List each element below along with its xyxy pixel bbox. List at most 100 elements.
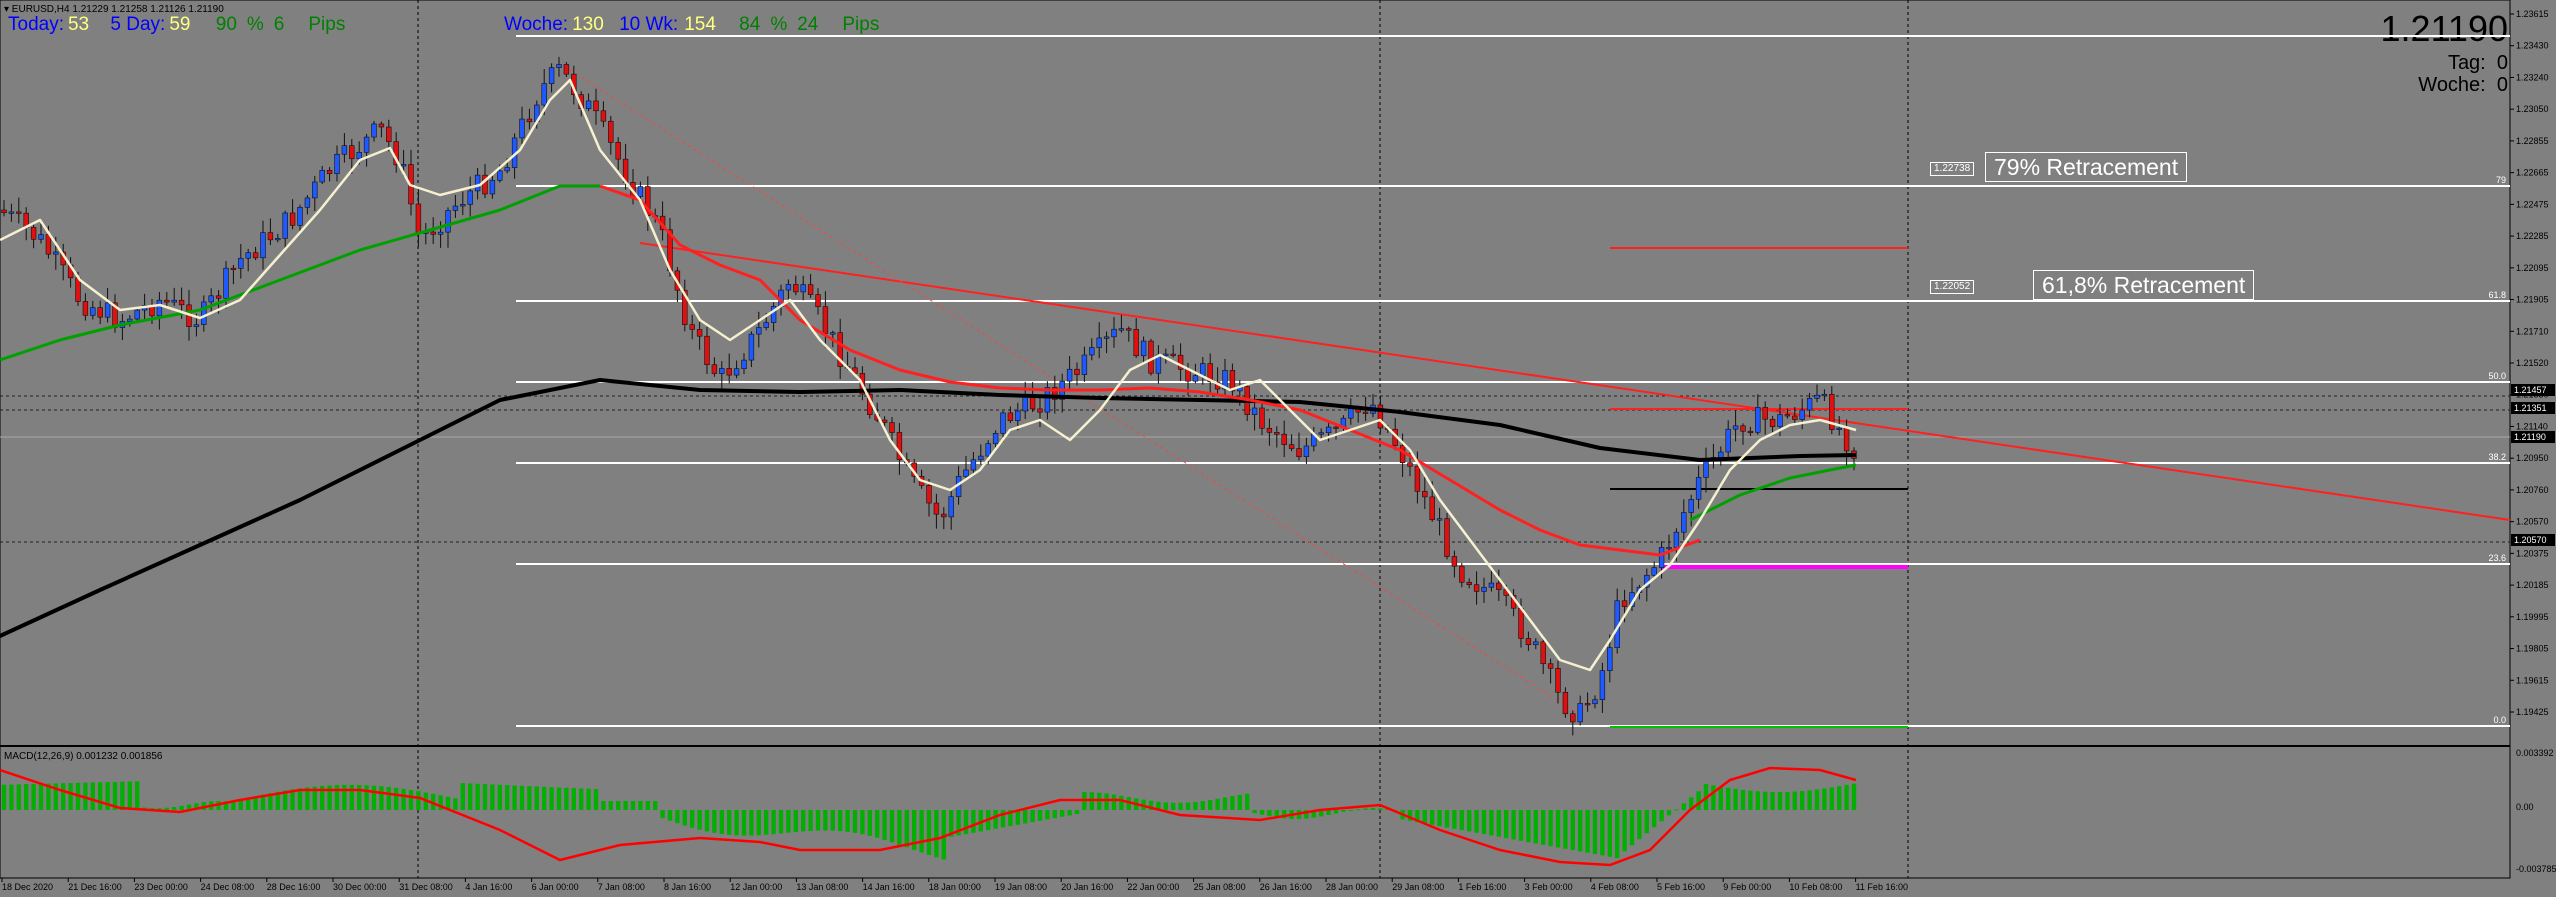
candle-body <box>963 469 969 477</box>
price-tick-label: 1.21710 <box>2516 326 2549 336</box>
fib-level-label: 23.6 <box>2488 553 2506 563</box>
candle-body <box>556 64 562 68</box>
price-tick-label: 1.20950 <box>2516 453 2549 463</box>
macd-histogram-bar <box>112 781 118 810</box>
macd-histogram-bar <box>1718 786 1723 810</box>
macd-histogram-bar <box>1533 810 1538 844</box>
price-tag-label: 1.21351 <box>2514 403 2547 413</box>
candle-body <box>497 170 503 181</box>
macd-histogram-bar <box>394 787 399 810</box>
macd-histogram-bar <box>586 788 591 810</box>
macd-histogram-bar <box>1230 796 1235 810</box>
macd-histogram-bar <box>98 782 103 810</box>
axes: 1.23615 1.23430 1.23240 1.23050 1.22855 1.226… <box>1 9 2556 892</box>
candle-body <box>16 211 22 214</box>
macd-histogram-bar <box>408 789 414 810</box>
retracement-618-label[interactable]: 61,8% Retracement <box>2033 270 2255 300</box>
candle-body <box>1562 691 1569 715</box>
candle-body <box>1 209 7 214</box>
macd-histogram-bar <box>1807 790 1812 810</box>
fiveday-value: 59 <box>169 14 191 35</box>
time-tick-label: 6 Jan 00:00 <box>532 882 579 892</box>
macd-histogram-bar <box>1755 791 1760 810</box>
macd-histogram-bar <box>1563 810 1568 849</box>
candle-body <box>1251 407 1258 415</box>
candle-body <box>460 204 466 207</box>
candle-body <box>1037 408 1043 413</box>
macd-histogram-bar <box>1015 810 1020 825</box>
macd-histogram-bar <box>704 810 710 832</box>
retracement-79-label[interactable]: 79% Retracement <box>1985 152 2188 182</box>
candle-body <box>881 419 888 423</box>
candle-body <box>275 238 281 241</box>
candle-body <box>593 100 599 112</box>
macd-histogram-bar <box>1163 802 1168 810</box>
macd-histogram-bar <box>897 810 902 845</box>
candle-body <box>1658 547 1665 568</box>
macd-histogram-bar <box>623 801 628 810</box>
macd-histogram-bar <box>1311 810 1316 818</box>
candle-body <box>363 136 370 153</box>
macd-histogram-bar <box>919 810 924 853</box>
candle-body <box>1414 465 1421 492</box>
price-tick-label: 1.22665 <box>2516 168 2549 178</box>
macd-histogram-bar <box>1045 810 1050 820</box>
macd-histogram-bar <box>1222 797 1228 810</box>
macd-histogram-bar <box>1148 800 1154 810</box>
macd-histogram-bar <box>1259 810 1265 815</box>
macd-histogram-bar <box>290 789 295 810</box>
macd-histogram-bar <box>978 810 983 832</box>
time-tick-label: 18 Dec 2020 <box>2 882 53 892</box>
time-tick-label: 11 Feb 16:00 <box>1856 882 1908 892</box>
downtrend-line[interactable] <box>639 242 2511 521</box>
macd-histogram-bar <box>31 783 36 810</box>
macd-histogram-bar <box>1474 810 1479 833</box>
macd-histogram-bar <box>1437 810 1442 827</box>
candle-body <box>82 301 89 316</box>
price-tick-label: 1.19425 <box>2516 707 2549 717</box>
macd-histogram-bar <box>305 787 310 810</box>
candle-body <box>822 306 829 334</box>
candle-body <box>38 234 44 240</box>
candle-body <box>90 307 96 316</box>
macd-histogram-bar <box>61 783 66 810</box>
candle-body <box>1111 328 1117 338</box>
candle-body <box>926 485 932 504</box>
macd-histogram-bar <box>453 798 458 810</box>
pct2-sign: % <box>770 14 788 35</box>
macd-histogram-bar <box>786 810 791 833</box>
pct2-num: 24 <box>797 14 819 35</box>
candle-body <box>260 232 266 259</box>
macd-histogram-bar <box>793 810 798 833</box>
candle-body <box>334 153 340 175</box>
candle-body <box>1681 512 1687 533</box>
candle-body <box>1229 370 1236 392</box>
macd-histogram-bar <box>1792 791 1797 810</box>
macd-histogram-bar <box>1444 810 1450 828</box>
macd-histogram-bar <box>1622 810 1627 852</box>
macd-histogram-bar <box>1415 810 1420 823</box>
woche-tag-label: Woche: <box>2418 74 2486 96</box>
tenwk-label: 10 Wk: <box>619 14 679 35</box>
macd-histogram-bar <box>490 784 495 810</box>
macd-histogram-bar <box>1111 794 1117 810</box>
price-tick-label: 1.21140 <box>2516 421 2548 431</box>
macd-histogram-bar <box>697 810 702 830</box>
fib-anchor-line[interactable] <box>569 69 1586 719</box>
candle-body <box>1429 496 1435 521</box>
candle-body <box>1274 432 1280 435</box>
macd-histogram-bar <box>882 810 887 840</box>
candle-body <box>474 174 481 192</box>
candle-body <box>1651 567 1657 576</box>
candle-body <box>223 267 229 299</box>
candle-body <box>1207 363 1213 383</box>
candle-body <box>1325 426 1332 434</box>
macd-histogram-bar <box>682 810 687 826</box>
fib-level-label: 61.8 <box>2488 290 2506 300</box>
macd-histogram-bar <box>1193 801 1198 810</box>
macd-histogram-bar <box>1548 810 1553 847</box>
candle-body <box>1666 547 1672 550</box>
macd-label: MACD(12,26,9) 0.001232 0.001856 <box>4 751 163 762</box>
macd-histogram-bar <box>505 785 510 810</box>
